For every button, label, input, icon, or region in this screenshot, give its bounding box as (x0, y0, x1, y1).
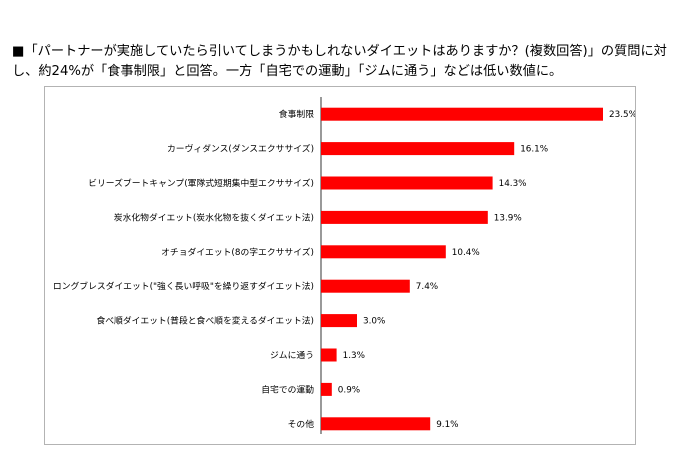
value-label: 1.3% (343, 351, 365, 361)
chart-frame: 食事制限 23.5% カーヴィダンス(ダンスエクササイズ) 16.1% ビリーズブートキ… (44, 86, 636, 445)
bar (321, 210, 488, 224)
value-label: 13.9% (494, 213, 522, 223)
bar (321, 142, 515, 156)
category-label: ジムに通う (270, 350, 314, 361)
category-label: 食べ順ダイエット(普段と食べ順を変えるダイエット法) (96, 315, 314, 327)
bar (321, 107, 603, 121)
bar (321, 348, 337, 362)
bar (321, 176, 493, 190)
category-label: ビリーズブートキャンプ(軍隊式短期集中型エクササイズ) (88, 177, 314, 189)
value-label: 16.1% (520, 145, 548, 155)
value-label: 9.1% (436, 420, 458, 430)
category-label: カーヴィダンス(ダンスエクササイズ) (167, 143, 314, 155)
value-label: 0.9% (338, 385, 360, 395)
category-label: 食事制限 (279, 108, 314, 120)
bar (321, 417, 431, 431)
bar (321, 279, 410, 293)
value-label: 7.4% (416, 282, 438, 292)
chart-caption: ■「パートナーが実施していたら引いてしまうかもしれないダイエットはありますか？(… (12, 44, 667, 79)
bar-chart: 食事制限 23.5% カーヴィダンス(ダンスエクササイズ) 16.1% ビリーズブートキ… (53, 97, 635, 434)
value-label: 10.4% (452, 248, 480, 258)
bar (321, 245, 446, 259)
bar (321, 382, 332, 396)
value-label: 14.3% (499, 179, 527, 189)
category-label: オチョダイエット(8の字エクササイズ) (161, 246, 314, 258)
category-label: 炭水化物ダイエット(炭水化物を抜くダイエット法) (114, 211, 314, 223)
bar (321, 314, 357, 328)
value-label: 3.0% (363, 317, 385, 327)
category-label: その他 (288, 418, 315, 430)
value-label: 23.5% (609, 110, 635, 120)
category-label: 自宅での運動 (261, 383, 314, 395)
category-label: ロングブレスダイエット("強く長い呼吸"を繰り返すダイエット法) (53, 280, 314, 292)
